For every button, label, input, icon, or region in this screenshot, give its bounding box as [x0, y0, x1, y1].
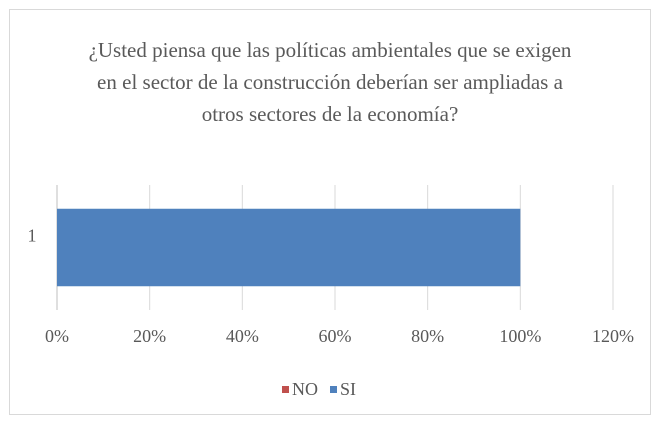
x-tick-label: 20%	[133, 326, 166, 346]
chart-border	[9, 9, 651, 415]
y-tick-label: 1	[28, 226, 37, 246]
bar	[57, 208, 521, 287]
x-tick-label: 40%	[226, 326, 259, 346]
x-tick-label: 0%	[45, 326, 69, 346]
legend-swatch	[330, 386, 337, 393]
legend-swatch	[282, 386, 289, 393]
x-tick-label: 80%	[411, 326, 444, 346]
legend-label: NO	[292, 379, 318, 399]
x-tick-label: 120%	[592, 326, 634, 346]
x-tick-label: 60%	[319, 326, 352, 346]
chart-title: ¿Usted piensa que las políticas ambienta…	[88, 38, 572, 126]
legend-label: SI	[340, 379, 356, 399]
x-tick-label: 100%	[499, 326, 541, 346]
